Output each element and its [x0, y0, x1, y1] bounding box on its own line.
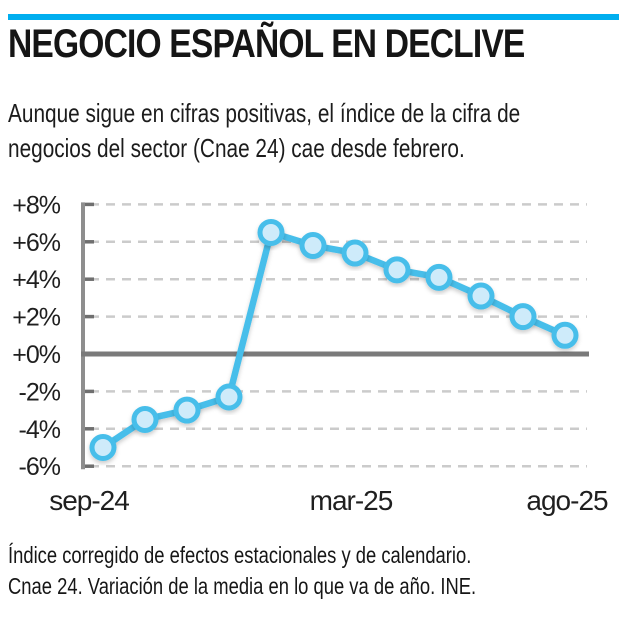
data-point-nov-24	[173, 396, 201, 424]
data-point-may-25	[425, 263, 453, 291]
y-axis-label: +8%	[12, 191, 61, 219]
data-point-ago-25	[551, 321, 579, 349]
y-axis-label: -4%	[19, 416, 61, 444]
x-axis-label: ago-25	[526, 485, 608, 516]
data-point-jun-25	[467, 282, 495, 310]
data-line	[99, 229, 569, 451]
y-axis-label: +0%	[12, 341, 61, 369]
data-point-sep-24	[89, 434, 117, 461]
y-axis-label: +6%	[12, 229, 61, 257]
accent-bar	[8, 14, 619, 20]
x-axis-label: mar-25	[310, 485, 393, 516]
data-point-jul-25	[509, 303, 537, 331]
page-title: NEGOCIO ESPAÑOL EN DECLIVE	[8, 22, 525, 66]
footnote-line-1: Índice corregido de efectos estacionales…	[8, 542, 472, 568]
data-point-oct-24	[131, 405, 159, 433]
data-point-abr-25	[383, 256, 411, 284]
line-chart: +8% +6% +4% +2% +0% -2% -4% -6% sep-24 mar-25 ago-…	[0, 185, 634, 525]
line-chart-svg: +8% +6% +4% +2% +0% -2% -4% -6% sep-24 mar-25 ago-…	[12, 191, 609, 516]
subtitle-line-1: Aunque sigue en cifras positivas, el índ…	[8, 98, 521, 128]
y-axis-label: +2%	[12, 304, 61, 332]
x-axis-label: sep-24	[49, 485, 129, 516]
y-axis-label: +4%	[12, 266, 61, 294]
data-point-mar-25	[341, 239, 369, 267]
chart-footnote: Índice corregido de efectos estacionales…	[8, 540, 476, 602]
y-axis-label: -2%	[19, 378, 61, 406]
data-point-dic-24	[215, 383, 243, 411]
data-point-ene-25	[257, 218, 285, 246]
subtitle-line-2: negocios del sector (Cnae 24) cae desde …	[8, 133, 465, 163]
data-point-feb-25	[299, 232, 327, 260]
footnote-line-2: Cnae 24. Variación de la media en lo que…	[8, 573, 477, 599]
y-axis-label: -6%	[19, 453, 61, 481]
chart-subtitle: Aunque sigue en cifras positivas, el índ…	[8, 96, 520, 166]
